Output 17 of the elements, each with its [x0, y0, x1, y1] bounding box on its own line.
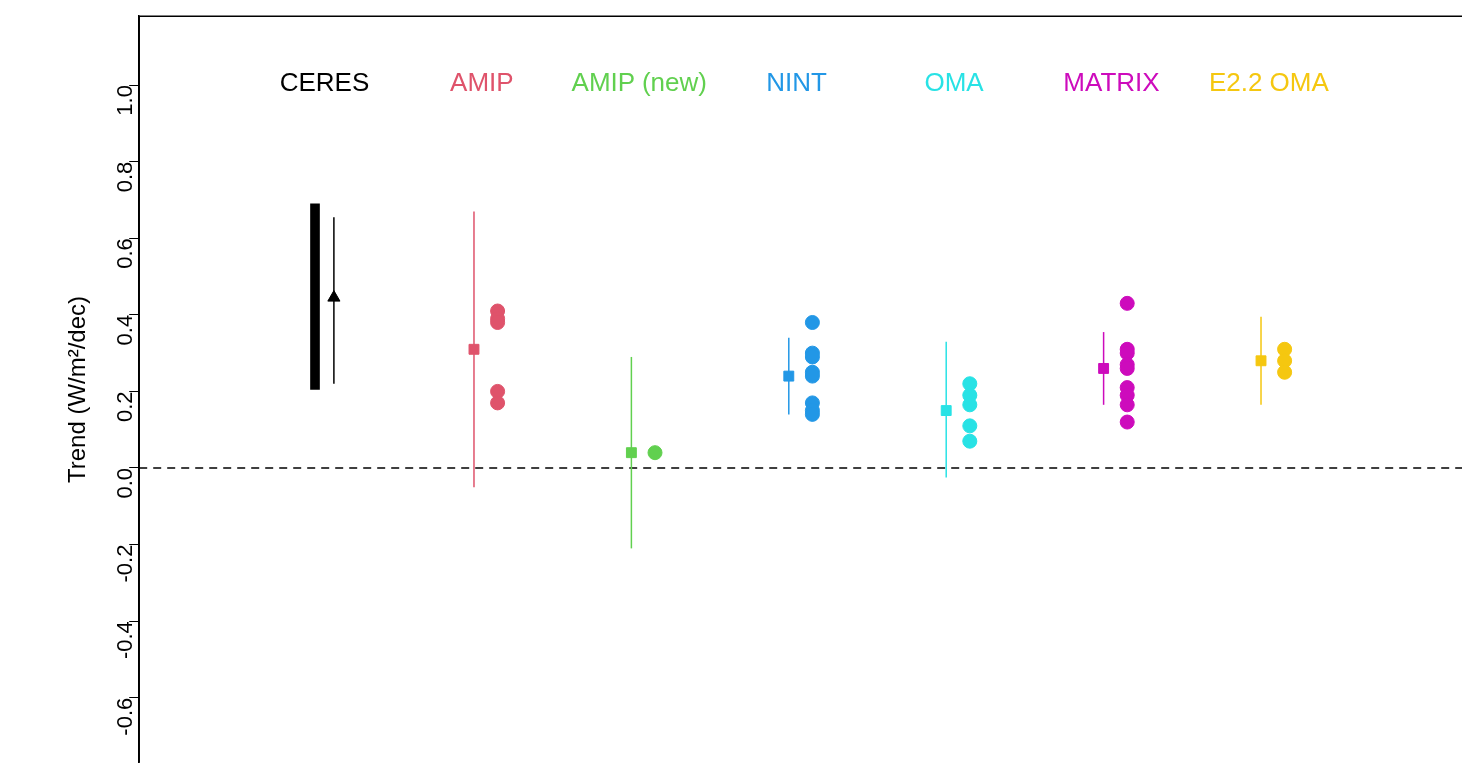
- x-tick-label: MATRIX: [1063, 67, 1160, 98]
- y-tick-label: 1.0: [112, 85, 138, 116]
- x-tick-label: AMIP: [450, 67, 514, 98]
- x-tick-label: E2.2 OMA: [1208, 67, 1330, 98]
- y-axis-title: Trend (W/m²/dec): [63, 295, 91, 484]
- x-tick-label: AMIP (new): [571, 67, 707, 98]
- y-tick-label: 0.4: [112, 314, 138, 346]
- y-tick-label: 0.8: [112, 161, 138, 193]
- y-tick-label: -0.6: [112, 697, 138, 736]
- y-tick-label: 0.6: [112, 238, 138, 269]
- x-tick-label: NINT: [766, 67, 828, 98]
- y-tick-label: 0.0: [112, 467, 138, 499]
- x-tick-label: CERES: [279, 67, 370, 98]
- y-tick-label: -0.2: [112, 544, 138, 583]
- y-tick-label: 0.2: [112, 391, 138, 423]
- x-tick-label: OMA: [924, 67, 985, 98]
- y-tick-label: -0.4: [112, 621, 138, 660]
